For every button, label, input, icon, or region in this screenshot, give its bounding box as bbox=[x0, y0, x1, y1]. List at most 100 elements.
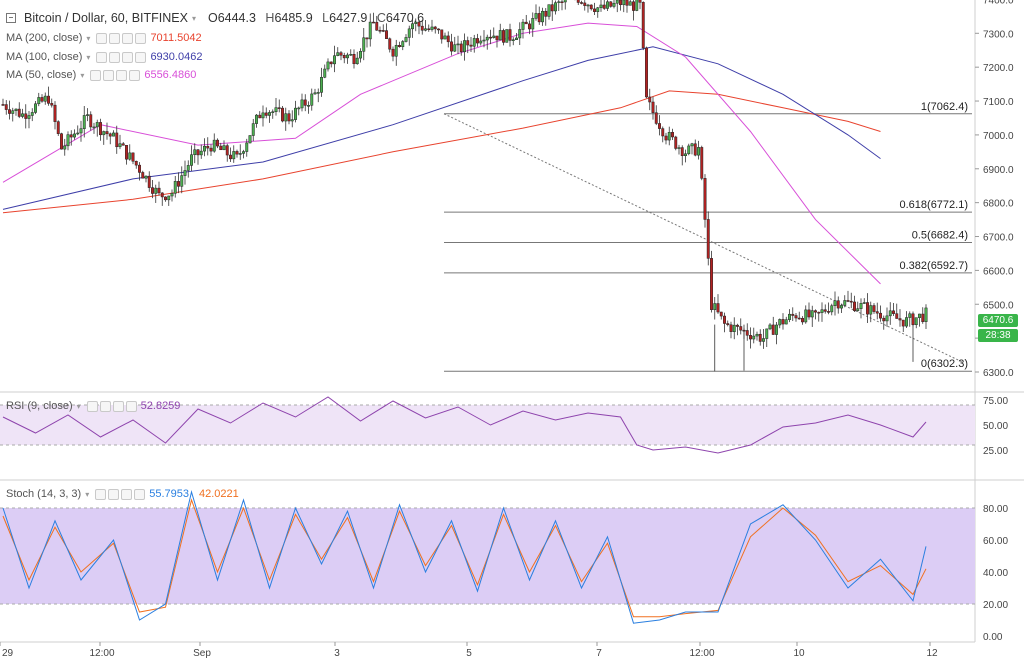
candle-body bbox=[713, 303, 717, 310]
stoch-legend[interactable]: Stoch (14, 3, 3) ▾ 55.7953 42.0221 bbox=[6, 488, 239, 500]
candle-body bbox=[836, 300, 840, 309]
fib-level-label: 0.618(6772.1) bbox=[900, 199, 969, 211]
ma100-label: MA (100, close) bbox=[6, 51, 83, 63]
candle-body bbox=[622, 0, 626, 6]
candle-body bbox=[154, 187, 158, 194]
candle-body bbox=[846, 300, 850, 302]
stoch-tick-label: 40.00 bbox=[983, 568, 1008, 579]
candle-body bbox=[554, 2, 557, 12]
legend-controls[interactable] bbox=[96, 32, 147, 44]
ohlc-values: O6444.3 H6485.9 L6427.9 C6470.6 bbox=[207, 11, 425, 25]
candle-body bbox=[560, 1, 564, 4]
candle-body bbox=[635, 0, 639, 11]
candle-body bbox=[443, 35, 447, 40]
ma100-legend[interactable]: MA (100, close) ▾ 6930.0462 bbox=[6, 51, 202, 63]
candle-body bbox=[297, 107, 301, 110]
candle-body bbox=[456, 43, 460, 46]
candle-body bbox=[463, 40, 466, 53]
stoch-tick-label: 60.00 bbox=[983, 536, 1008, 547]
candle-body bbox=[417, 21, 421, 27]
time-tick-label: 29 bbox=[2, 648, 14, 659]
candle-body bbox=[242, 151, 245, 154]
candle-body bbox=[781, 319, 785, 325]
ma100-line bbox=[2, 46, 881, 210]
square-minus-icon[interactable] bbox=[6, 13, 16, 23]
candle-body bbox=[888, 310, 892, 317]
candle-body bbox=[56, 121, 60, 134]
candle-body bbox=[667, 132, 671, 141]
stoch-k-value: 55.7953 bbox=[149, 488, 189, 500]
candle-body bbox=[346, 54, 349, 59]
candle-body bbox=[105, 131, 109, 135]
candle-body bbox=[394, 45, 398, 57]
caret-down-icon[interactable]: ▾ bbox=[86, 52, 91, 62]
candle-body bbox=[229, 154, 232, 160]
candle-body bbox=[271, 111, 275, 113]
candle-body bbox=[141, 172, 145, 179]
ma200-legend[interactable]: MA (200, close) ▾ 7011.5042 bbox=[6, 32, 202, 44]
candle-body bbox=[596, 7, 600, 12]
candle-body bbox=[11, 110, 15, 114]
caret-down-icon[interactable]: ▾ bbox=[80, 70, 85, 80]
candle-body bbox=[690, 143, 694, 147]
candle-body bbox=[323, 68, 327, 78]
candle-body bbox=[869, 305, 873, 315]
candle-body bbox=[489, 36, 492, 39]
candle-body bbox=[121, 143, 125, 146]
candle-body bbox=[892, 310, 895, 314]
caret-down-icon[interactable]: ▾ bbox=[191, 13, 196, 23]
candle-body bbox=[775, 324, 778, 335]
candle-body bbox=[359, 51, 362, 59]
candle-body bbox=[664, 135, 668, 141]
candle-body bbox=[433, 26, 437, 30]
ma50-legend[interactable]: MA (50, close) ▾ 6556.4860 bbox=[6, 69, 196, 81]
candle-body bbox=[427, 28, 431, 31]
candle-body bbox=[661, 128, 665, 137]
caret-down-icon[interactable]: ▾ bbox=[85, 489, 90, 499]
candle-body bbox=[814, 310, 817, 313]
candle-body bbox=[518, 29, 522, 39]
candle-body bbox=[316, 92, 320, 94]
candle-body bbox=[609, 1, 613, 7]
candle-body bbox=[440, 29, 444, 40]
rsi-legend[interactable]: RSI (9, close) ▾ 52.8259 bbox=[6, 400, 180, 412]
candle-body bbox=[544, 10, 548, 17]
candle-body bbox=[684, 153, 687, 156]
legend-controls[interactable] bbox=[96, 51, 147, 63]
candle-body bbox=[498, 30, 502, 41]
candle-body bbox=[752, 335, 756, 340]
candle-body bbox=[580, 2, 583, 4]
time-tick-label: 12 bbox=[926, 648, 938, 659]
candle-body bbox=[807, 309, 811, 318]
candle-body bbox=[710, 258, 713, 310]
candle-body bbox=[407, 28, 411, 38]
candle-body bbox=[550, 4, 554, 12]
candle-body bbox=[138, 164, 141, 173]
caret-down-icon[interactable]: ▾ bbox=[86, 33, 91, 43]
candle-body bbox=[326, 61, 330, 70]
candle-body bbox=[258, 114, 262, 119]
fib-level-label: 1(7062.4) bbox=[921, 101, 968, 113]
candle-body bbox=[866, 302, 869, 315]
ma200-value: 7011.5042 bbox=[150, 32, 202, 44]
candle-body bbox=[303, 99, 307, 106]
candle-body bbox=[739, 326, 743, 331]
candle-body bbox=[53, 104, 57, 122]
caret-down-icon[interactable]: ▾ bbox=[76, 401, 81, 411]
price-tick-label: 6300.0 bbox=[983, 368, 1014, 379]
candle-body bbox=[245, 142, 249, 152]
candle-body bbox=[645, 47, 648, 98]
candle-body bbox=[849, 300, 853, 303]
candle-body bbox=[589, 4, 593, 10]
candle-body bbox=[810, 310, 814, 318]
ma200-label: MA (200, close) bbox=[6, 32, 83, 44]
legend-controls[interactable] bbox=[95, 488, 146, 500]
legend-controls[interactable] bbox=[86, 400, 137, 412]
legend-controls[interactable] bbox=[90, 69, 141, 81]
candle-body bbox=[144, 175, 148, 179]
candle-body bbox=[771, 324, 775, 335]
low-value: 6427.9 bbox=[329, 11, 368, 25]
candle-body bbox=[264, 112, 268, 116]
candle-body bbox=[307, 105, 310, 107]
